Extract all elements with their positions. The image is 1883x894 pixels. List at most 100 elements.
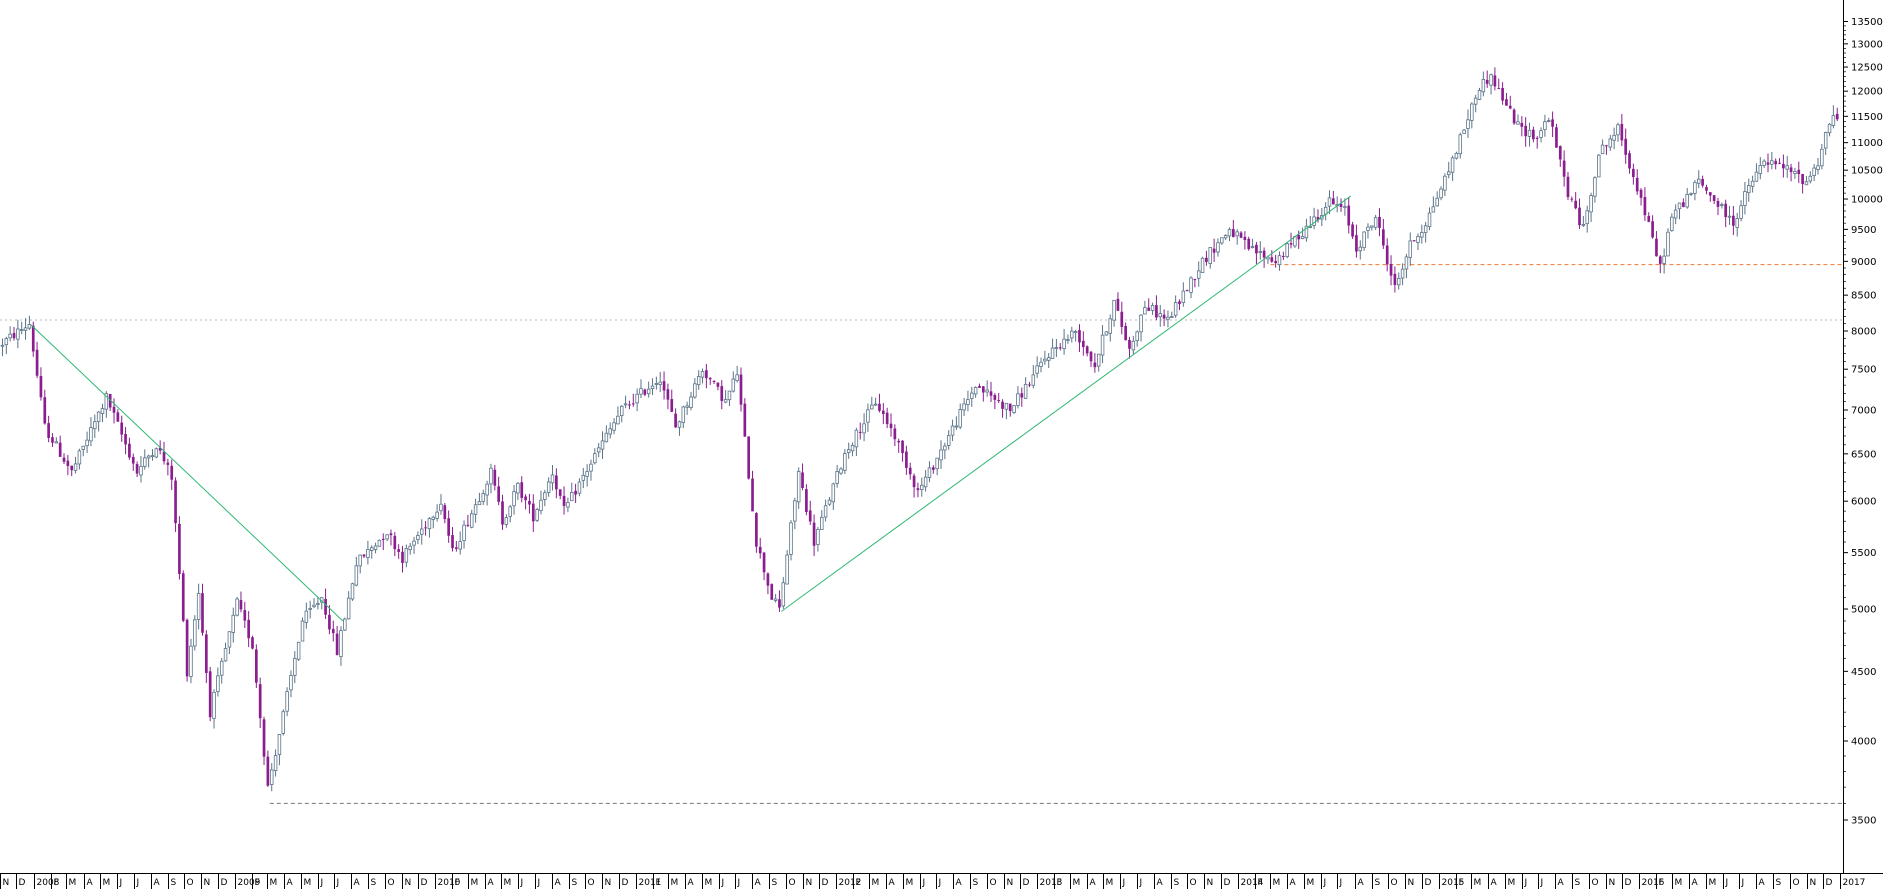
candle-body: [901, 440, 904, 454]
x-tick-label: F: [54, 878, 59, 888]
candle-body: [1112, 299, 1116, 321]
x-tick-label: A: [1692, 878, 1699, 888]
candle-body: [1647, 215, 1651, 222]
candle-body: [208, 671, 212, 718]
candle-body: [1227, 229, 1232, 237]
x-tick-label: M: [1474, 878, 1482, 888]
x-tick-label: D: [421, 878, 428, 888]
candle-body: [324, 599, 327, 615]
candle-body: [1443, 175, 1447, 191]
trend-line: [30, 324, 344, 622]
x-tick-label: M: [1307, 878, 1315, 888]
x-tick-label: N: [1207, 878, 1214, 888]
candle-body: [1670, 216, 1674, 232]
candle-body: [762, 552, 766, 573]
x-tick-label: M: [304, 878, 312, 888]
candle-body: [174, 480, 177, 524]
candle-body: [1520, 122, 1524, 127]
candle-body: [905, 451, 908, 468]
candle-body: [1666, 231, 1670, 257]
candle-body: [931, 467, 935, 470]
candle-body: [431, 516, 436, 520]
trend-line: [781, 195, 1351, 612]
candle-body: [227, 631, 232, 648]
candle-body: [1035, 365, 1039, 374]
candle-body: [528, 500, 531, 505]
candle-body: [1589, 195, 1593, 213]
candle-body: [981, 386, 985, 393]
candle-body: [1785, 165, 1789, 170]
candle-body: [635, 393, 639, 404]
candle-body: [939, 449, 943, 461]
x-tick-label: 2015: [1442, 878, 1465, 888]
x-tick-label: A: [1558, 878, 1565, 888]
candle-body: [377, 539, 382, 547]
candle-body: [1220, 237, 1224, 244]
x-tick-label: M: [69, 878, 77, 888]
candle-body: [293, 658, 297, 676]
candle-body: [1131, 340, 1136, 351]
candle-body: [12, 333, 16, 339]
candle-body: [1524, 125, 1528, 137]
candle-body: [1020, 393, 1024, 398]
candle-body: [354, 565, 359, 586]
x-tick-label: A: [956, 878, 963, 888]
x-tick-label: O: [990, 878, 997, 888]
x-tick-label: J: [737, 878, 741, 888]
candle-body: [739, 374, 743, 405]
candle-body: [1578, 207, 1581, 226]
candle-body: [1527, 129, 1532, 137]
candle-body: [43, 397, 47, 424]
candle-body: [716, 382, 720, 387]
candle-body: [128, 443, 131, 458]
candle-body: [1316, 216, 1320, 221]
candle-body: [1555, 127, 1558, 148]
candle-body: [1673, 209, 1678, 219]
candle-body: [223, 648, 228, 662]
candle-body: [1574, 200, 1578, 209]
candle-body: [555, 475, 558, 490]
candle-body: [4, 338, 9, 346]
candle-body: [19, 329, 24, 331]
candle-body: [985, 389, 989, 393]
candle-body: [166, 462, 170, 465]
y-tick-label: 4500: [1851, 667, 1876, 678]
candle-body: [493, 469, 497, 486]
candle-body: [350, 583, 355, 600]
candle-body: [485, 483, 489, 496]
candle-body: [328, 614, 331, 630]
x-tick-label: J: [1139, 878, 1143, 888]
candle-body: [424, 527, 427, 529]
candle-body: [1512, 109, 1516, 124]
candle-body: [589, 463, 593, 472]
x-tick-label: J: [320, 878, 324, 888]
candle-body: [1173, 302, 1178, 316]
candle-body: [820, 516, 824, 531]
candle-body: [1128, 339, 1131, 349]
candle-body: [1393, 273, 1397, 285]
x-tick-label: 2010: [438, 878, 461, 888]
candle-body: [946, 435, 951, 446]
candle-body: [1762, 160, 1766, 166]
candle-body: [693, 383, 697, 398]
candle-body: [1716, 201, 1720, 207]
candle-body: [185, 619, 189, 677]
x-tick-label: A: [488, 878, 495, 888]
candle-body: [993, 394, 997, 400]
candle-body: [581, 474, 586, 481]
candle-body: [1028, 384, 1031, 386]
x-tick-label: N: [605, 878, 612, 888]
candle-body: [1089, 351, 1093, 362]
y-tick-label: 5500: [1851, 548, 1876, 559]
candle-body: [1789, 167, 1793, 173]
candle-body: [670, 399, 674, 412]
x-tick-label: A: [1491, 878, 1498, 888]
x-tick-label: 2014: [1241, 878, 1264, 888]
candle-body: [120, 422, 124, 435]
candle-body: [1054, 347, 1059, 349]
candle-body: [135, 464, 139, 474]
candle-body: [1720, 204, 1724, 206]
x-tick-label: A: [87, 878, 94, 888]
candle-body: [1581, 224, 1586, 226]
